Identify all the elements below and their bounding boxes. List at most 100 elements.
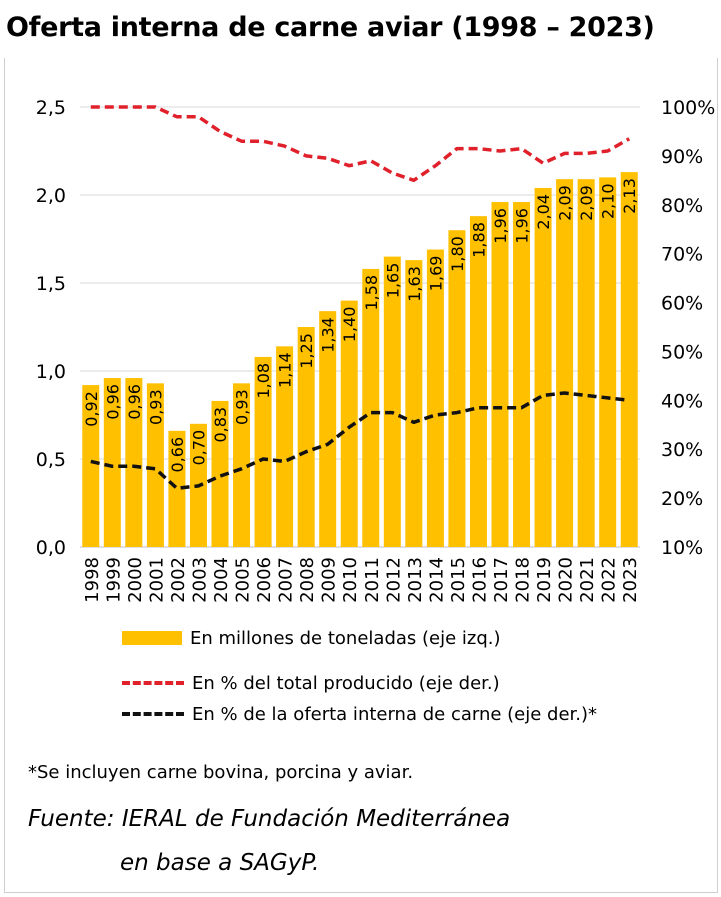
bar-data-label: 2,13 [620,178,639,214]
bar [276,346,294,547]
legend-item-black-line: En % de la oferta interna de carne (eje … [122,699,597,729]
bar-data-label: 1,40 [340,307,359,343]
x-tick-label: 1999 [103,557,124,603]
x-tick-label: 2021 [577,557,598,603]
y-right-tick-label: 80% [661,195,703,217]
bar-data-label: 0,66 [168,437,187,473]
bar [340,300,358,547]
bar [513,202,531,548]
bar-data-label: 0,93 [233,389,252,425]
y-left-tick-label: 1,0 [36,361,66,383]
x-tick-label: 2007 [276,557,297,603]
x-tick-label: 2004 [211,557,232,603]
legend-item-red-line: En % del total producido (eje der.) [122,668,500,698]
bar [577,179,595,547]
source-line-1: Fuente: IERAL de Fundación Mediterránea [28,806,511,832]
legend-label-bars: En millones de toneladas (eje izq.) [190,627,501,649]
bar [448,230,466,547]
x-tick-label: 2012 [383,557,404,603]
y-right-tick-label: 100% [661,97,715,119]
y-right-tick-label: 50% [661,341,703,363]
bar [168,430,186,547]
y-left-tick-label: 2,0 [36,185,66,207]
y-left-tick-label: 2,5 [36,97,66,119]
bar-data-label: 2,04 [534,194,553,230]
bar-data-label: 2,09 [577,185,596,221]
x-tick-label: 2023 [620,557,641,603]
x-tick-label: 2010 [340,557,361,603]
y-right-tick-label: 70% [661,244,703,266]
bar [103,378,121,547]
bar [146,383,164,547]
bar [319,311,337,547]
bar [426,249,444,547]
y-right-tick-label: 90% [661,146,703,168]
bar-data-label: 0,93 [146,389,165,425]
y-left-tick-label: 0,5 [36,449,66,471]
y-right-tick-label: 10% [661,537,703,559]
bar [491,202,509,548]
x-tick-label: 2013 [405,557,426,603]
bar-data-label: 0,96 [103,384,122,420]
x-tick-label: 2001 [146,557,167,603]
bar-data-label: 2,09 [556,185,575,221]
bar-data-label: 0,92 [82,391,101,427]
bar [534,187,552,547]
bar [233,383,251,547]
y-left-tick-label: 1,5 [36,273,66,295]
bar [211,400,229,547]
legend-swatch-red-line [122,681,184,685]
bar-data-label: 1,80 [448,236,467,272]
bar [405,260,423,547]
x-tick-label: 2020 [556,557,577,603]
x-tick-label: 2015 [448,557,469,603]
x-tick-label: 2006 [254,557,275,603]
bar-data-label: 1,96 [513,208,532,244]
x-tick-label: 2019 [534,557,555,603]
x-tick-label: 2014 [426,557,447,603]
x-tick-label: 2009 [319,557,340,603]
bar [125,378,143,547]
x-tick-label: 1998 [82,557,103,603]
bar-data-label: 0,96 [125,384,144,420]
y-right-tick-label: 20% [661,488,703,510]
x-tick-label: 2011 [362,557,383,603]
y-right-tick-label: 60% [661,293,703,315]
chart-title: Oferta interna de carne aviar (1998 – 20… [6,12,655,43]
x-tick-label: 2003 [189,557,210,603]
bar-data-label: 1,08 [254,363,273,399]
series-line-total-producido [90,105,631,183]
x-tick-label: 2017 [491,557,512,603]
bar-data-label: 0,83 [211,407,230,443]
bar [620,172,638,547]
x-tick-label: 2008 [297,557,318,603]
chart-canvas: 0,0 0,5 1,0 1,5 2,0 2,5 10% 20% 30% 40% 50% 60% 70% 8… [36,97,716,603]
source-line-2: en base a SAGyP. [120,850,320,876]
x-tick-label: 2002 [168,557,189,603]
bar-data-label: 1,88 [469,222,488,258]
bar-data-label: 1,34 [319,317,338,353]
bar-data-label: 1,65 [383,263,402,299]
x-tick-label: 2000 [125,557,146,603]
bar-data-label: 2,10 [599,183,618,219]
legend-label-red-line: En % del total producido (eje der.) [192,672,500,694]
bar-data-label: 1,69 [426,256,445,292]
bar [469,216,487,547]
chart-frame [4,58,718,893]
y-right-tick-label: 40% [661,390,703,412]
bar [383,256,401,547]
x-tick-label: 2016 [469,557,490,603]
x-tick-label: 2022 [599,557,620,603]
bar-data-label: 1,96 [491,208,510,244]
bar [362,268,380,547]
bar-data-label: 0,70 [189,430,208,466]
bar-data-label: 1,14 [276,352,295,388]
legend-swatch-bars [122,631,182,645]
bar [599,177,617,547]
legend-item-bars: En millones de toneladas (eje izq.) [122,623,501,653]
y-right-tick-label: 30% [661,439,703,461]
footnote: *Se incluyen carne bovina, porcina y avi… [28,762,414,783]
legend-swatch-black-line [122,712,184,716]
bar [254,356,272,547]
bar [556,179,574,547]
